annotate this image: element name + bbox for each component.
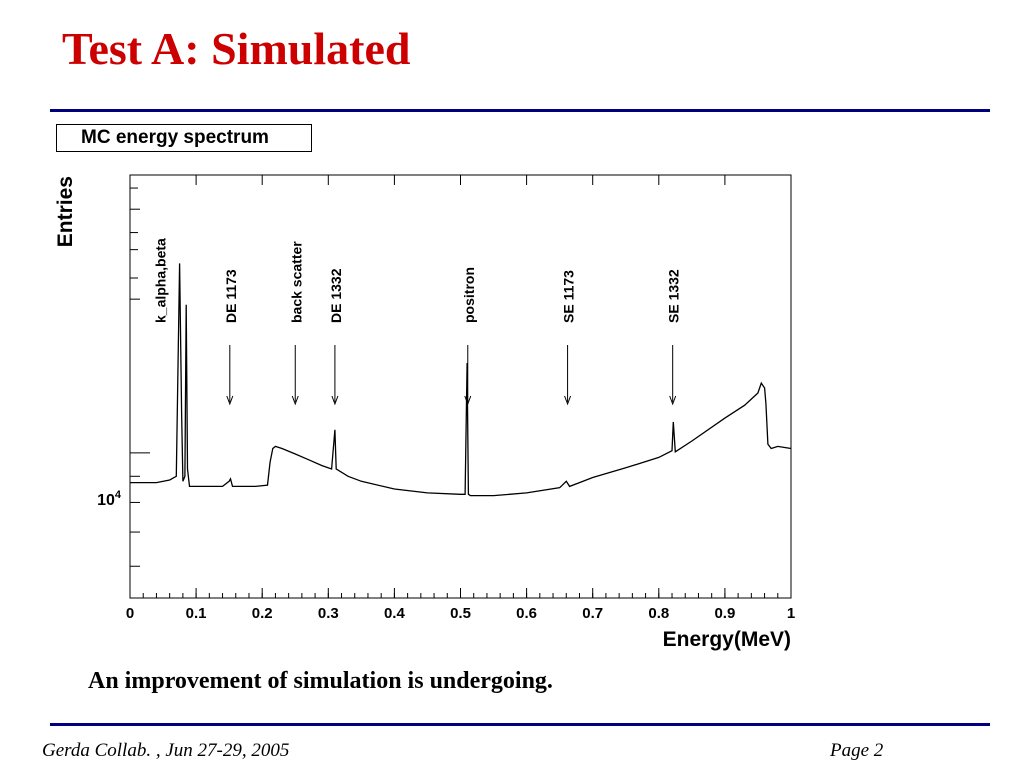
annotation-label: k_alpha,beta bbox=[153, 238, 169, 323]
plot-frame bbox=[129, 174, 792, 599]
x-tick-label: 0.5 bbox=[450, 605, 471, 622]
x-tick-label: 0.8 bbox=[648, 605, 669, 622]
footer-left: Gerda Collab. , Jun 27-29, 2005 bbox=[42, 740, 290, 761]
x-tick-label: 0.9 bbox=[714, 605, 735, 622]
arrow-head-icon bbox=[291, 395, 299, 406]
y-tick-base: 10 bbox=[97, 492, 115, 509]
annotation-label: SE 1173 bbox=[561, 270, 577, 323]
annotation: back scatter bbox=[288, 241, 304, 406]
peak-annotations: k_alpha,beta DE 1173 back scatter DE 1332 po… bbox=[153, 238, 682, 406]
x-tick-label: 1 bbox=[787, 605, 795, 622]
spectrum-line bbox=[130, 263, 792, 497]
x-tick-label: 0.1 bbox=[186, 605, 207, 622]
top-divider bbox=[50, 109, 990, 112]
arrow-head-icon bbox=[331, 395, 339, 406]
y-tick-label-major: 104 bbox=[97, 489, 122, 509]
annotation-label: positron bbox=[461, 267, 477, 323]
arrow-head-icon bbox=[226, 395, 234, 406]
x-axis-label: Energy(MeV) bbox=[663, 628, 791, 651]
annotation: positron bbox=[461, 267, 477, 406]
annotation-label: DE 1332 bbox=[328, 268, 344, 323]
y-tick-exponent: 4 bbox=[115, 489, 122, 501]
x-tick-label: 0.6 bbox=[516, 605, 537, 622]
annotation-label: DE 1173 bbox=[223, 269, 239, 323]
annotation: DE 1332 bbox=[328, 268, 344, 406]
slide-title: Test A: Simulated bbox=[62, 23, 411, 74]
chart-title: MC energy spectrum bbox=[56, 124, 312, 152]
x-tick-label: 0.4 bbox=[384, 605, 406, 622]
slide-caption: An improvement of simulation is undergoi… bbox=[88, 668, 553, 694]
footer-page-number: Page 2 bbox=[830, 740, 884, 761]
arrow-head-icon bbox=[564, 395, 572, 406]
x-axis: 0 0.1 0.2 0.3 0.4 0.5 0.6 0.7 0.8 0.9 1 bbox=[126, 175, 795, 622]
bottom-divider bbox=[50, 723, 990, 726]
annotation: DE 1173 bbox=[223, 269, 239, 406]
y-axis bbox=[130, 187, 150, 567]
x-tick-label: 0.2 bbox=[252, 605, 273, 622]
annotation: SE 1173 bbox=[561, 270, 577, 406]
annotation-label: back scatter bbox=[288, 241, 304, 323]
annotation: SE 1332 bbox=[666, 269, 682, 406]
annotation: k_alpha,beta bbox=[153, 238, 169, 323]
x-tick-label: 0.3 bbox=[318, 605, 339, 622]
arrow-head-icon bbox=[464, 395, 472, 406]
arrow-head-icon bbox=[669, 395, 677, 406]
x-tick-label: 0.7 bbox=[582, 605, 603, 622]
y-axis-label: Entries bbox=[54, 176, 77, 247]
annotation-label: SE 1332 bbox=[666, 269, 682, 323]
x-tick-label: 0 bbox=[126, 605, 134, 622]
